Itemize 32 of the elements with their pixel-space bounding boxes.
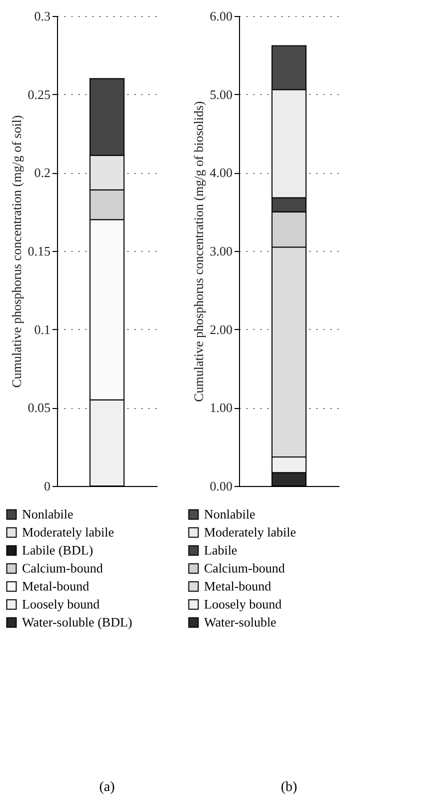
y-tick-label: 0.2 — [34, 165, 50, 180]
legend-label: Water-soluble — [204, 614, 277, 630]
legend-label: Moderately labile — [204, 524, 296, 540]
y-tick-label: 0.1 — [34, 322, 50, 337]
y-tick-label: 0.05 — [28, 400, 50, 416]
legend-label: Metal-bound — [22, 578, 90, 594]
legend-label: Moderately labile — [22, 524, 114, 540]
y-tick-label: 0.25 — [28, 86, 50, 102]
text: (b) — [280, 780, 298, 795]
y-tick-label: 0.15 — [28, 244, 50, 258]
y-tick-label: 6.00 — [210, 8, 232, 24]
y-tick-label: 2.00 — [210, 322, 232, 337]
y-tick-label: 0.3 — [34, 8, 50, 24]
y-axis-title: Cumulative phosphorus concentration (mg/g of soil) — [8, 115, 24, 388]
y-tick-label: 4.00 — [210, 165, 232, 180]
legend-label: Calcium-bound — [22, 560, 104, 576]
legend-label: Loosely bound — [204, 596, 282, 612]
legend-label: Loosely bound — [22, 596, 100, 612]
y-tick-label: 5.00 — [210, 86, 232, 102]
y-tick-label: 3.00 — [210, 244, 232, 258]
legend-label: Nonlabile — [22, 506, 74, 522]
y-axis-title: Cumulative phosphorus concentration (mg/g of biosolids) — [190, 101, 206, 402]
y-tick-label: 0 — [44, 478, 50, 494]
y-tick-label: 1.00 — [210, 400, 232, 416]
y-tick-label: 0.00 — [210, 478, 232, 494]
legend-label: Calcium-bound — [204, 560, 286, 576]
legend-label: Labile — [204, 542, 238, 558]
legend-label: Metal-bound — [204, 578, 272, 594]
legend-label: Labile (BDL) — [22, 542, 94, 558]
legend-label: Water-soluble (BDL) — [22, 614, 132, 630]
text: (a) — [99, 780, 116, 795]
legend-label: Nonlabile — [204, 506, 256, 522]
